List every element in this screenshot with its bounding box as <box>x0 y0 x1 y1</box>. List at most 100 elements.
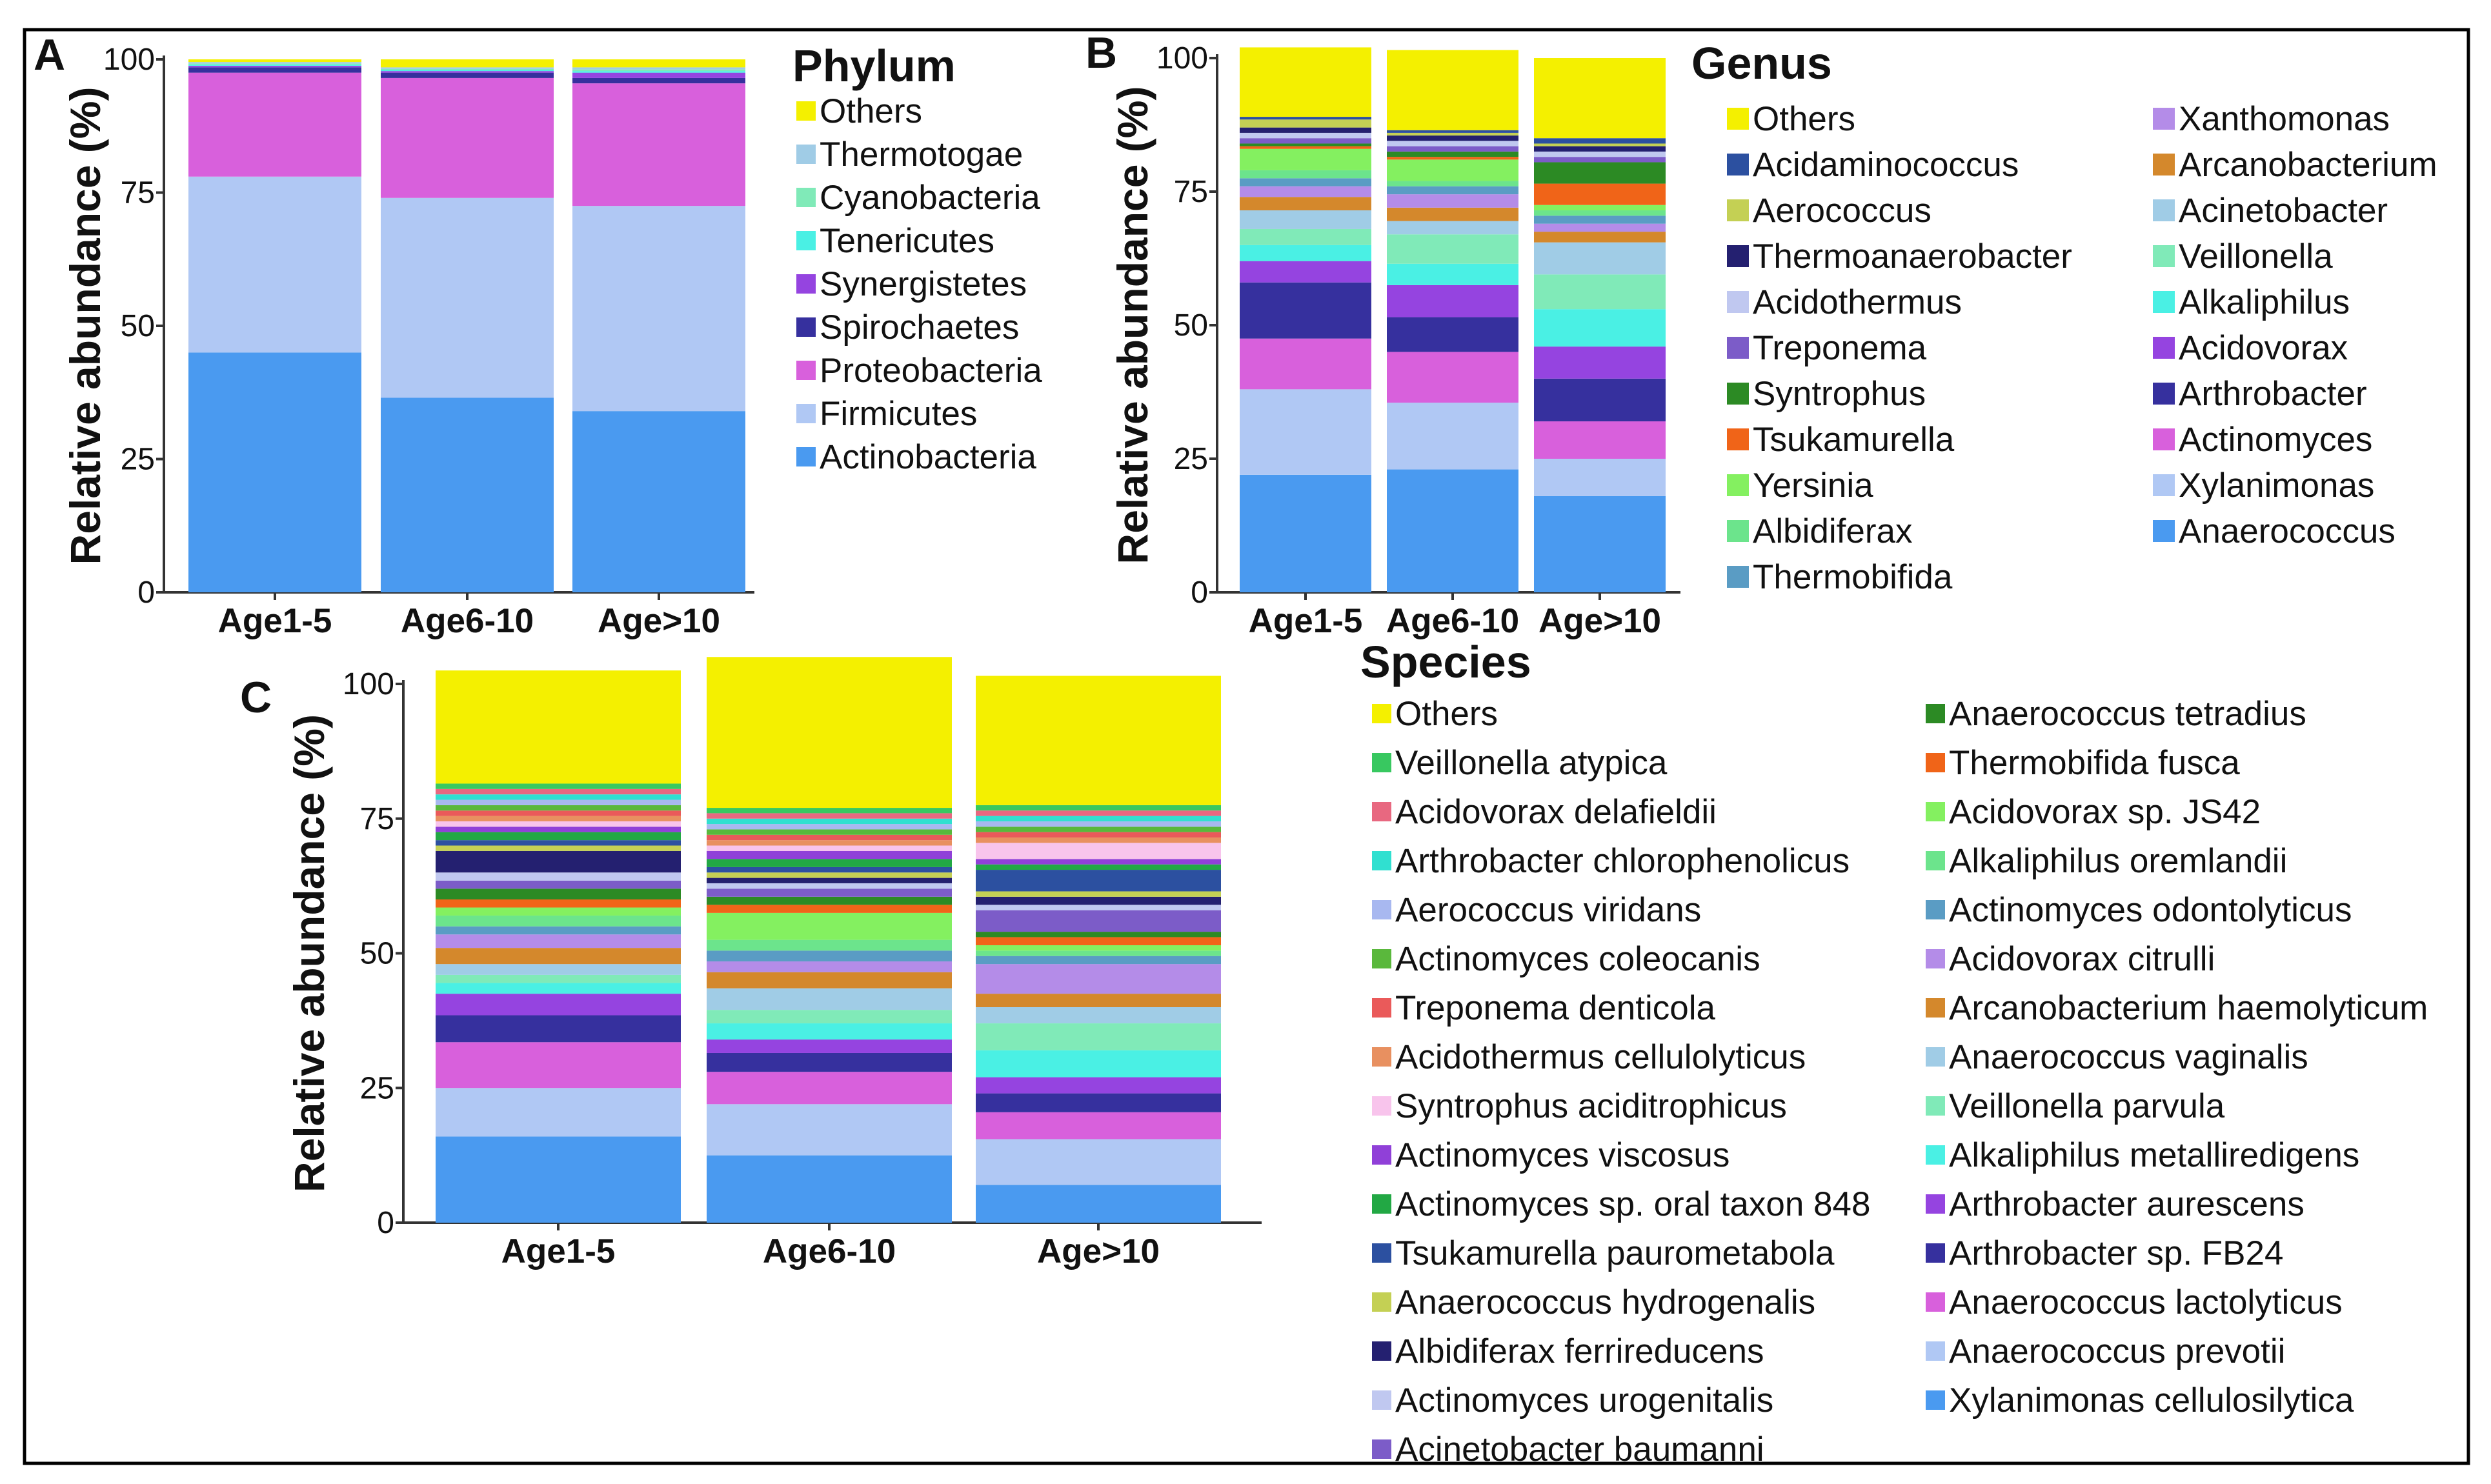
y-tick-label: 75 <box>360 802 394 836</box>
bar-segment-age1-5-veillonella-atypica <box>436 783 681 789</box>
bar-segment-age1-5-thermotogae <box>188 62 361 64</box>
bar-segment-age1-5-syntrophus <box>1240 143 1371 146</box>
bar-segment-agegt10-thermoanaerobacter <box>1534 146 1666 152</box>
bar-segment-age6-10-aerococcus-viridans <box>707 824 952 830</box>
bar-segment-age6-10-synergistetes <box>381 71 554 73</box>
legend-item-acinetobacter: Acinetobacter <box>2153 192 2388 230</box>
legend-item-aerococcus: Aerococcus <box>1727 192 1931 230</box>
legend-item-actinomyces-urogenitalis: Actinomyces urogenitalis <box>1372 1381 1773 1419</box>
legend-label: Acidothermus cellulolyticus <box>1395 1038 1806 1076</box>
bar-segment-age1-5-albidiferax-ferrireducens <box>436 850 681 873</box>
bar-segment-age6-10-veillonella-parvula <box>707 1010 952 1024</box>
bar-segment-agegt10-firmicutes <box>572 206 745 412</box>
bar-segment-age6-10-thermobifida <box>1387 186 1518 195</box>
bar-segment-age6-10-acidaminococcus <box>1387 130 1518 133</box>
legend-swatch <box>1372 1243 1391 1263</box>
bar-segment-age6-10-albidiferax <box>1387 181 1518 186</box>
bar-segment-agegt10-acidovorax-citrulli <box>976 964 1221 994</box>
legend-label: Actinobacteria <box>820 438 1036 476</box>
bar-segment-agegt10-syntrophus <box>1534 162 1666 184</box>
legend-label: Others <box>820 92 922 130</box>
bar-segment-age1-5-thermobifida-fusca <box>436 899 681 908</box>
legend-swatch <box>1727 154 1749 175</box>
bar-segment-age6-10-syntrophus <box>1387 151 1518 157</box>
legend-swatch <box>1372 900 1391 919</box>
bar-segment-age6-10-anaerococcus <box>1387 469 1518 592</box>
bar-segment-age1-5-actinomyces-viscosus <box>436 827 681 832</box>
legend-label: Anaerococcus vaginalis <box>1949 1038 2308 1076</box>
bar-segment-agegt10-veillonella-parvula <box>976 1023 1221 1050</box>
legend-item-tsukamurella-paurometabola: Tsukamurella paurometabola <box>1372 1234 1835 1272</box>
legend-swatch <box>796 145 816 164</box>
legend-label: Arcanobacterium <box>2179 146 2437 184</box>
legend-swatch <box>1727 520 1749 542</box>
bar-segment-agegt10-anaerococcus-tetradius <box>976 932 1221 938</box>
bar-segment-agegt10-anaerococcus-vaginalis <box>976 1007 1221 1024</box>
legend-label: Yersinia <box>1753 466 1873 505</box>
legend-label: Thermotogae <box>820 135 1023 174</box>
bar-segment-agegt10-arcanobacterium-haemolyticum <box>976 994 1221 1007</box>
bar-segment-agegt10-alkaliphilus-metalliredigens <box>976 1050 1221 1078</box>
legend-swatch <box>1926 851 1945 870</box>
bar-segment-age1-5-acidovorax-sp-js42 <box>436 907 681 916</box>
legend-label: Others <box>1395 695 1498 733</box>
legend-item-actinomyces-odontolyticus: Actinomyces odontolyticus <box>1926 891 2352 929</box>
bar-segment-age1-5-anaerococcus-tetradius <box>436 888 681 899</box>
y-tick-label: 75 <box>1174 175 1208 209</box>
legend-item-cyanobacteria: Cyanobacteria <box>796 179 1040 217</box>
legend-swatch <box>1372 1439 1391 1459</box>
bar-segment-agegt10-acidothermus-cellulolyticus <box>976 837 1221 843</box>
legend-label: Syntrophus <box>1753 375 1926 413</box>
bar-segment-age1-5-cyanobacteria <box>188 63 361 65</box>
legend-item-acidaminococcus: Acidaminococcus <box>1727 146 2019 184</box>
legend-swatch <box>2153 154 2175 175</box>
legend-label: Alkaliphilus oremlandii <box>1949 842 2287 880</box>
bar-segment-age1-5-treponema-denticola <box>436 810 681 816</box>
bar-segment-age1-5-actinomyces-odontolyticus <box>436 926 681 935</box>
bar-segment-age6-10-treponema-denticola <box>707 834 952 841</box>
bar-segment-age6-10-firmicutes <box>381 197 554 398</box>
bar-segment-agegt10-albidiferax-ferrireducens <box>976 896 1221 905</box>
bar-segment-agegt10-others <box>572 59 745 68</box>
bar-segment-agegt10-acidothermus <box>1534 151 1666 157</box>
bar-segment-age1-5-veillonella <box>1240 228 1371 245</box>
bar-segment-agegt10-anaerococcus-prevotii <box>976 1139 1221 1185</box>
bar-segment-age1-5-actinomyces-coleocanis <box>436 805 681 811</box>
bar-segment-agegt10-acidaminococcus <box>1534 138 1666 144</box>
legend-swatch <box>1727 428 1749 450</box>
legend-item-albidiferax: Albidiferax <box>1727 512 1912 550</box>
legend-swatch <box>2153 291 2175 313</box>
x-tick-label-agegt10: Age>10 <box>1538 602 1661 640</box>
bar-segment-agegt10-thermobifida-fusca <box>976 937 1221 945</box>
legend-label: Acidovorax delafieldii <box>1395 793 1717 831</box>
bar-segment-age6-10-actinomyces-urogenitalis <box>707 883 952 889</box>
bar-segment-agegt10-xylanimonas <box>1534 459 1666 496</box>
legend-swatch <box>1926 1096 1945 1116</box>
bar-segment-agegt10-acidovorax <box>1534 346 1666 379</box>
bar-segment-age6-10-alkaliphilus-oremlandii <box>707 939 952 951</box>
legend-swatch <box>1926 1390 1945 1410</box>
bar-segment-agegt10-tsukamurella-paurometabola <box>976 870 1221 892</box>
legend-label: Acidovorax <box>2179 329 2348 367</box>
y-tick-label: 50 <box>121 309 155 343</box>
legend-swatch <box>1372 851 1391 870</box>
x-tick-label-age6-10: Age6-10 <box>401 602 534 640</box>
bar-segment-agegt10-thermotogae <box>572 67 745 70</box>
legend-swatch <box>1926 1341 1945 1361</box>
legend-label: Treponema <box>1753 329 1927 367</box>
legend-label: Alkaliphilus <box>2179 283 2350 321</box>
bar-segment-age1-5-acidovorax-citrulli <box>436 934 681 948</box>
bar-segment-agegt10-acidovorax-sp-js42 <box>976 945 1221 951</box>
legend-item-proteobacteria: Proteobacteria <box>796 352 1042 390</box>
bar-segment-age6-10-tsukamurella <box>1387 157 1518 160</box>
bar-segment-age1-5-xylanimonas <box>1240 389 1371 475</box>
legend-label: Cyanobacteria <box>820 179 1040 217</box>
legend-item-others: Others <box>796 92 922 130</box>
figure-border <box>23 28 2470 1465</box>
legend-label: Anaerococcus tetradius <box>1949 695 2306 733</box>
y-tick-label: 75 <box>121 176 155 210</box>
legend-swatch <box>1727 337 1749 359</box>
bar-segment-agegt10-tsukamurella <box>1534 183 1666 205</box>
legend-item-veillonella-atypica: Veillonella atypica <box>1372 744 1668 782</box>
x-tick-label-age1-5: Age1-5 <box>501 1232 616 1270</box>
